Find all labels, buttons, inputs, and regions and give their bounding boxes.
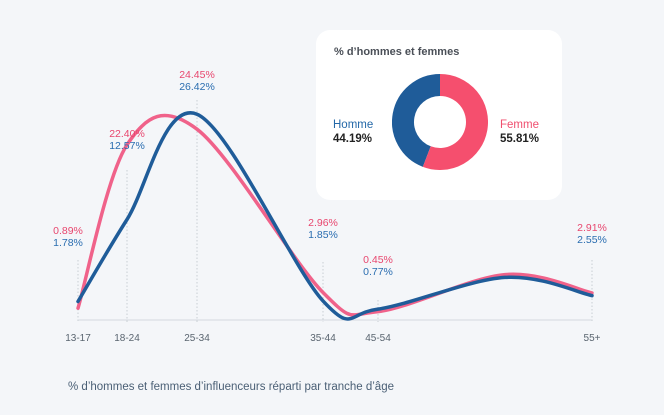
data-label: 2.91% (577, 222, 607, 234)
x-tick-label: 25-34 (184, 333, 210, 344)
data-label: 1.85% (308, 229, 338, 241)
data-label: 2.96% (308, 217, 338, 229)
gender-donut (392, 74, 488, 170)
chart-caption: % d’hommes et femmes d’influenceurs répa… (68, 381, 394, 393)
donut-slice-femme (422, 74, 488, 170)
data-label: 0.89% (53, 225, 83, 237)
femme-series-line (76, 113, 594, 317)
data-label: 2.55% (577, 234, 607, 246)
data-label: 22.40% (109, 128, 145, 140)
donut-title: % d’hommes et femmes (334, 46, 460, 58)
x-tick-label: 35-44 (310, 333, 336, 344)
data-label: 26.42% (179, 81, 215, 93)
donut-slice-homme (392, 74, 441, 167)
data-label: 0.77% (363, 266, 393, 278)
homme-legend: Homme 44.19% (333, 118, 373, 146)
homme-series-line (76, 111, 594, 321)
homme-percent: 44.19% (333, 133, 373, 145)
data-labels: 0.89%1.78% 22.40%12.57% 24.45%26.42% 2.96%1… (53, 69, 607, 278)
x-tick-labels: 13-17 18-24 25-34 35-44 45-54 55+ (65, 333, 600, 344)
data-label: 24.45% (179, 69, 215, 81)
homme-name: Homme (333, 119, 374, 131)
x-tick-label: 45-54 (365, 333, 391, 344)
x-tick-label: 55+ (584, 333, 601, 344)
data-label: 0.45% (363, 254, 393, 266)
x-tick-label: 13-17 (65, 333, 91, 344)
femme-percent: 55.81% (500, 133, 540, 145)
gender-donut-card: % d’hommes et femmes Homme 44.19% Femme … (316, 30, 562, 200)
x-tick-label: 18-24 (114, 333, 140, 344)
data-label: 1.78% (53, 237, 83, 249)
data-label: 12.57% (109, 140, 145, 152)
femme-name: Femme (500, 119, 539, 131)
femme-legend: Femme 55.81% (500, 118, 539, 146)
